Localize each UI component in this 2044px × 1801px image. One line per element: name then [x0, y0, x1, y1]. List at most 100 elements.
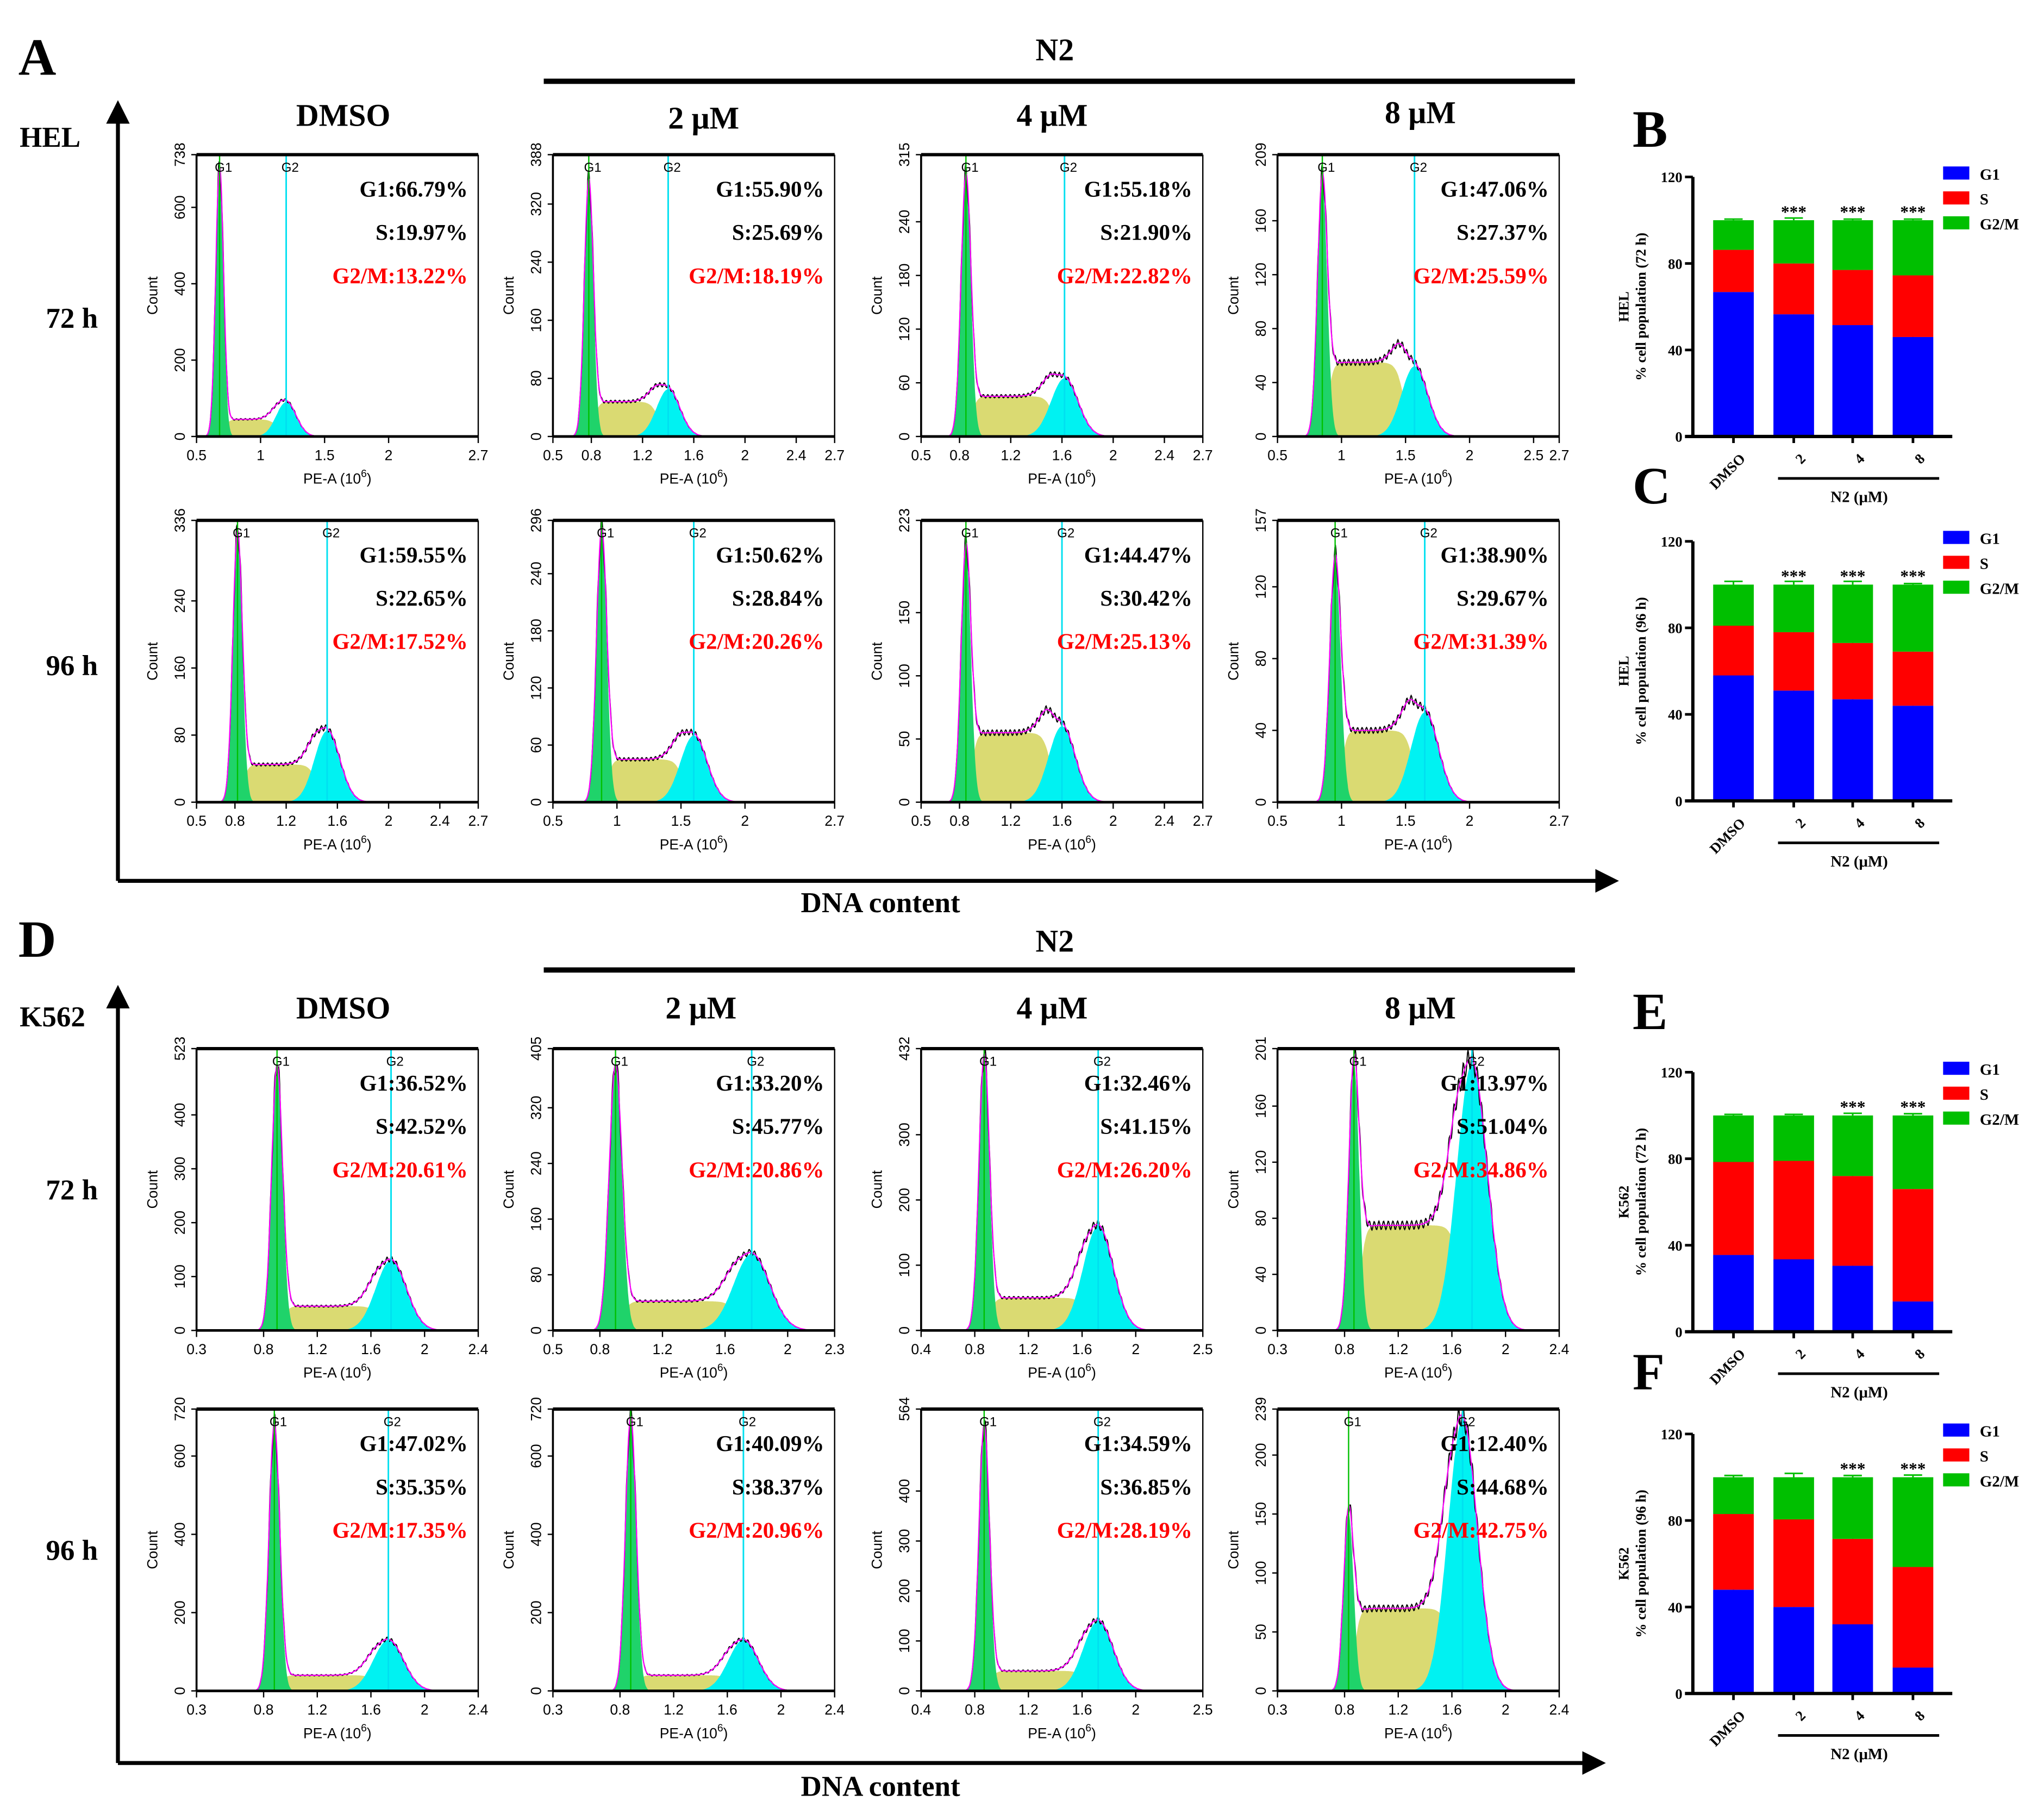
bar-segment-s [1713, 1162, 1754, 1255]
x-axis-label-exponent: 6 [361, 1362, 367, 1374]
x-tick-label: 1.2 [664, 1702, 684, 1718]
x-axis-label: PE-A (106) [660, 1362, 728, 1381]
x-axis-label: PE-A (106) [1028, 834, 1096, 852]
stat-g2m-percent: G2/M:28.19% [1057, 1517, 1192, 1542]
y-tick-label: 50 [1253, 1624, 1269, 1640]
histogram-g2-peak-area [196, 731, 478, 802]
histogram-g1-peak-area [921, 1426, 1203, 1691]
y-tick-label: 160 [1253, 1094, 1269, 1118]
x-tick-label: 1.2 [307, 1702, 327, 1718]
stat-g1-percent: G1:40.09% [716, 1431, 824, 1456]
stat-g2m-percent: G2/M:20.26% [689, 629, 824, 654]
stat-g2m-percent: G2/M:34.86% [1413, 1157, 1548, 1182]
conc-8um-bottom: 8 μM [1385, 990, 1456, 1026]
y-tick-label: 100 [1253, 1561, 1269, 1585]
stat-g2m-percent: G2/M:31.39% [1413, 629, 1548, 654]
x-axis-label-exponent: 6 [717, 834, 723, 845]
stat-g1-percent: G1:44.47% [1084, 542, 1192, 567]
x-tick-label: 1.2 [653, 1341, 673, 1357]
histogram-data-line [553, 1064, 835, 1331]
significance-marker: *** [1900, 1460, 1926, 1479]
gate-label-g2: G2 [1410, 160, 1427, 175]
stat-s-percent: S:29.67% [1457, 585, 1549, 610]
y-tick-label: 0 [172, 1687, 188, 1695]
bar-segment-s [1773, 632, 1814, 691]
legend-swatch-g2m [1943, 216, 1970, 229]
legend-label: S [1980, 555, 1989, 572]
x-axis-label: PE-A (106) [303, 1723, 372, 1741]
x-tick-label: 1.6 [1052, 447, 1072, 463]
x-axis-label-base: PE-A (10 [303, 836, 361, 852]
y-axis-label: Count [144, 1530, 160, 1569]
y-tick-label: 400 [896, 1479, 912, 1503]
y-tick-label: 80 [1253, 321, 1269, 337]
x-tick-label: 2 [741, 813, 749, 829]
x-tick-label: 1.2 [1388, 1702, 1408, 1718]
stat-g1-percent: G1:47.02% [360, 1431, 468, 1456]
x-tick-label: 2.7 [1193, 447, 1213, 463]
histogram-panel: G1 G2 0 60 120 180 240 296 Count 0.5 1 1.5 2 2.7 PE-A … [501, 508, 845, 852]
y-tick-label: 100 [896, 664, 912, 688]
legend-swatch-g1 [1943, 1062, 1970, 1075]
x-axis-label: PE-A (106) [1384, 1723, 1453, 1741]
y-tick-label: 0 [1675, 793, 1682, 809]
x-axis-label: PE-A (106) [1384, 469, 1453, 487]
histogram-s-phase-area [553, 401, 835, 437]
y-tick-label: 564 [896, 1397, 912, 1421]
bar-segment-g2m [1892, 584, 1934, 652]
y-tick-label: 0 [528, 433, 545, 441]
x-tick-label: 1.2 [307, 1341, 327, 1357]
bar-segment-g2m [1832, 1477, 1873, 1539]
group-label: N2 (μM) [1830, 1384, 1888, 1401]
stat-g2m-percent: G2/M:25.13% [1057, 629, 1192, 654]
x-tick-label: 0.8 [965, 1341, 985, 1357]
y-tick-label: 0 [528, 1326, 545, 1335]
category-label: DMSO [1707, 450, 1748, 492]
bar-segment-g1 [1773, 314, 1814, 437]
bar-segment-g2m [1713, 1115, 1754, 1162]
y-tick-label: 80 [1253, 1210, 1269, 1226]
cell-line-k562: K562 [20, 1001, 85, 1033]
dna-content-label-top: DNA content [801, 887, 960, 919]
x-tick-label: 2.4 [824, 1702, 845, 1718]
x-tick-label: 0.4 [911, 1341, 931, 1357]
x-axis-label-end: ) [1091, 1725, 1096, 1741]
significance-marker: *** [1781, 202, 1807, 221]
y-tick-label: 239 [1253, 1397, 1269, 1421]
bar-segment-s [1773, 263, 1814, 315]
histogram-g2-peak-area [553, 1254, 835, 1331]
x-axis-label-base: PE-A (10 [1384, 836, 1442, 852]
x-tick-label: 0.8 [225, 813, 245, 829]
stat-g2m-percent: G2/M:17.35% [333, 1517, 468, 1542]
time-96h-hel: 96 h [46, 650, 98, 682]
y-tick-label: 80 [528, 1267, 545, 1283]
y-axis-label: % cell population (96 h) [1633, 1490, 1649, 1638]
x-axis-label-end: ) [1091, 471, 1096, 487]
bar-segment-s [1892, 1567, 1934, 1668]
y-tick-label: 240 [528, 1151, 545, 1175]
bar-segment-g1 [1713, 1255, 1754, 1332]
stat-s-percent: S:30.42% [1100, 585, 1192, 610]
y-axis-label: Count [869, 1170, 885, 1208]
y-tick-label: 0 [1675, 1686, 1682, 1702]
y-axis-label: Count [144, 276, 160, 315]
gate-label-g1: G1 [611, 1054, 628, 1069]
x-axis-label: PE-A (106) [1384, 834, 1453, 852]
y-tick-label: 0 [172, 433, 188, 441]
bar-segment-g1 [1713, 675, 1754, 801]
x-tick-label: 0.5 [543, 1341, 563, 1357]
legend-swatch-g2m [1943, 1111, 1970, 1125]
gate-label-g1: G1 [233, 526, 250, 541]
x-tick-label: 0.8 [949, 447, 970, 463]
gate-label-g1: G1 [1317, 160, 1335, 175]
y-tick-label: 0 [1675, 429, 1682, 445]
conc-2um-top: 2 μM [668, 100, 739, 135]
bar-segment-g1 [1713, 292, 1754, 437]
x-tick-label: 2.7 [1193, 813, 1213, 829]
y-tick-label: 80 [1668, 1513, 1683, 1529]
stat-g2m-percent: G2/M:20.61% [333, 1157, 468, 1182]
histogram-panel: G1 G2 0 200 400 600 738 Count 0.5 1 1.5 2 2.7 PE-A (1… [144, 142, 488, 487]
x-axis-label-exponent: 6 [1085, 834, 1091, 845]
